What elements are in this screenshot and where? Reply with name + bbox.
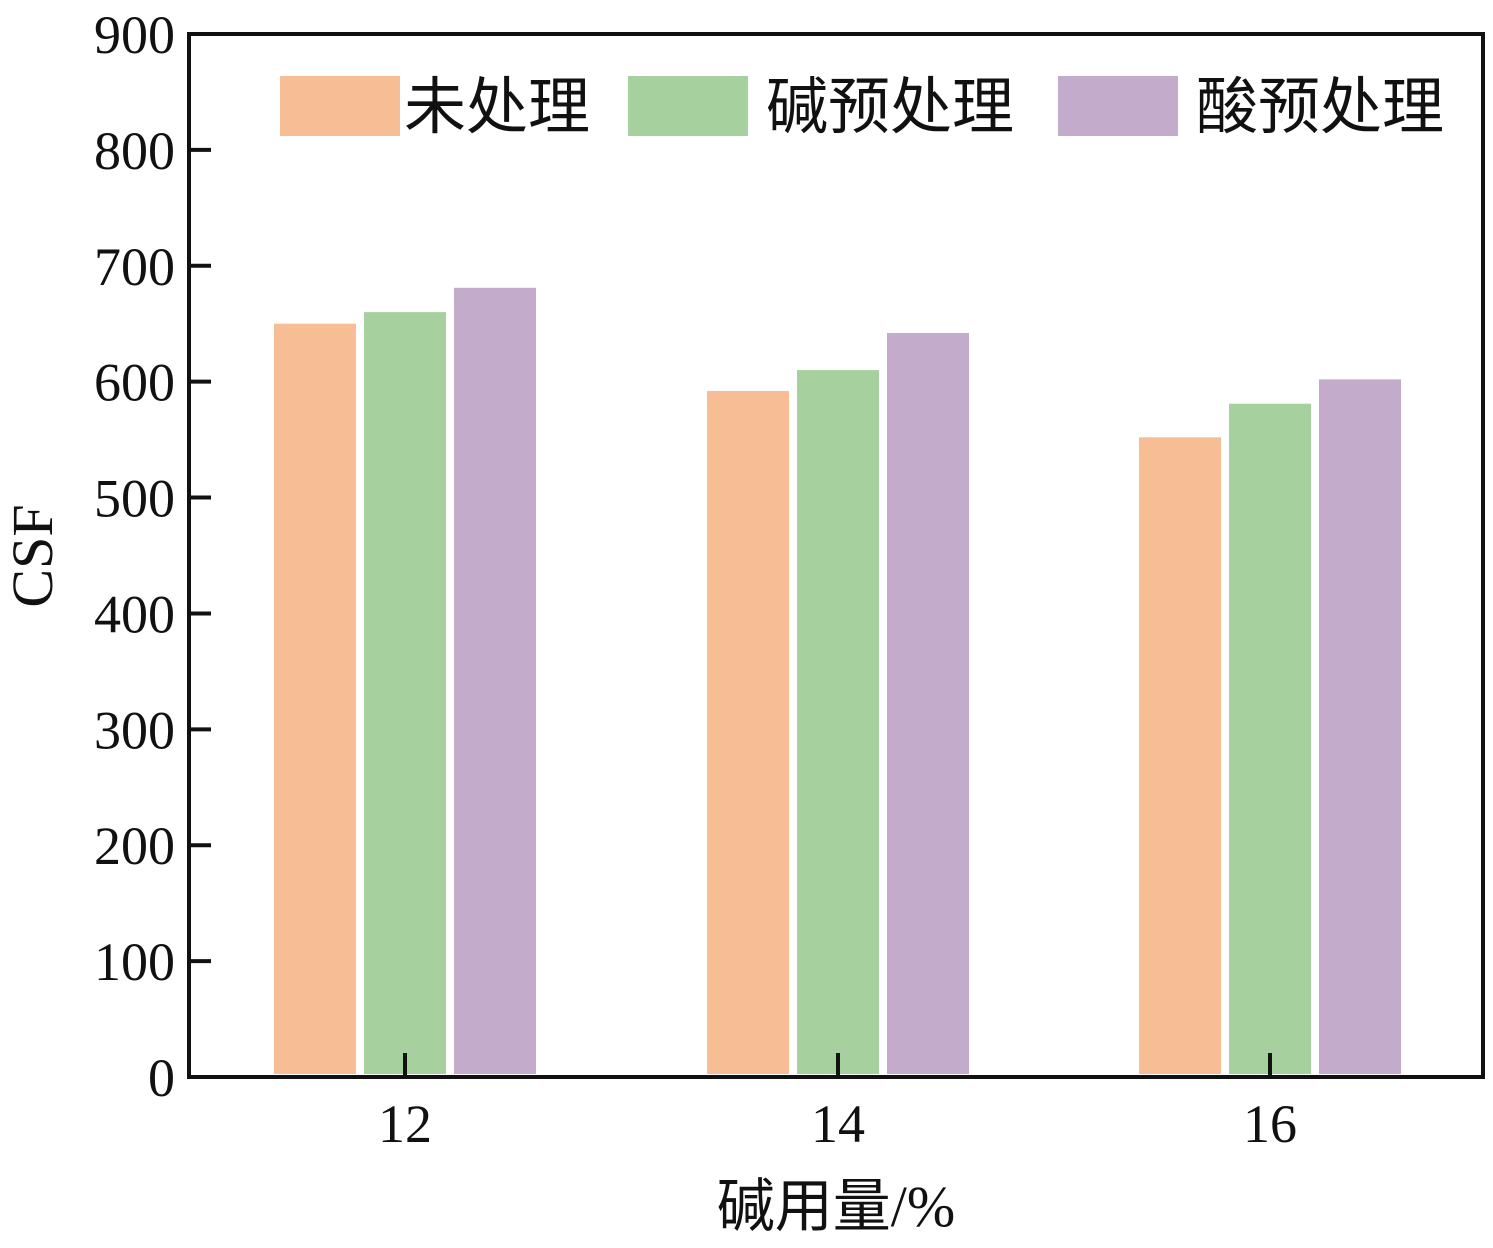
x-tick-label: 12 [378, 1094, 432, 1154]
legend-swatch-1 [628, 76, 748, 136]
y-tick-label: 700 [94, 237, 175, 297]
bar-12-series-1 [364, 312, 446, 1075]
legend-swatch-0 [280, 76, 400, 136]
x-axis-ticks: 12 14 16 [378, 1053, 1297, 1154]
y-tick-label: 800 [94, 121, 175, 181]
bar-16-series-1 [1229, 403, 1311, 1074]
x-tick-label: 14 [811, 1094, 865, 1154]
y-tick-label: 0 [148, 1048, 175, 1108]
bar-14-series-1 [797, 370, 879, 1075]
legend-swatch-2 [1058, 76, 1178, 136]
bar-14-series-2 [887, 332, 969, 1074]
x-tick-label: 16 [1243, 1094, 1297, 1154]
y-tick-label: 500 [94, 469, 175, 529]
x-axis-title: 碱用量/% [717, 1174, 955, 1239]
legend-label-2: 酸预处理 [1196, 74, 1444, 142]
y-axis-ticks: 0 100 200 300 400 500 600 700 800 900 [94, 5, 211, 1108]
y-tick-label: 600 [94, 353, 175, 413]
bar-14-series-0 [707, 390, 789, 1075]
y-tick-label: 200 [94, 816, 175, 876]
y-tick-label: 300 [94, 700, 175, 760]
legend-label-0: 未处理 [404, 74, 590, 142]
bar-16-series-2 [1319, 379, 1401, 1074]
y-axis-title: CSF [0, 504, 65, 607]
legend: 未处理 碱预处理 酸预处理 [280, 74, 1444, 142]
legend-label-1: 碱预处理 [766, 74, 1014, 142]
bar-16-series-0 [1139, 437, 1221, 1074]
y-tick-label: 400 [94, 584, 175, 644]
y-tick-label: 100 [94, 932, 175, 992]
bar-12-series-0 [274, 323, 356, 1074]
bars-layer [274, 287, 1401, 1075]
y-tick-label: 900 [94, 5, 175, 65]
bar-12-series-2 [454, 287, 536, 1075]
